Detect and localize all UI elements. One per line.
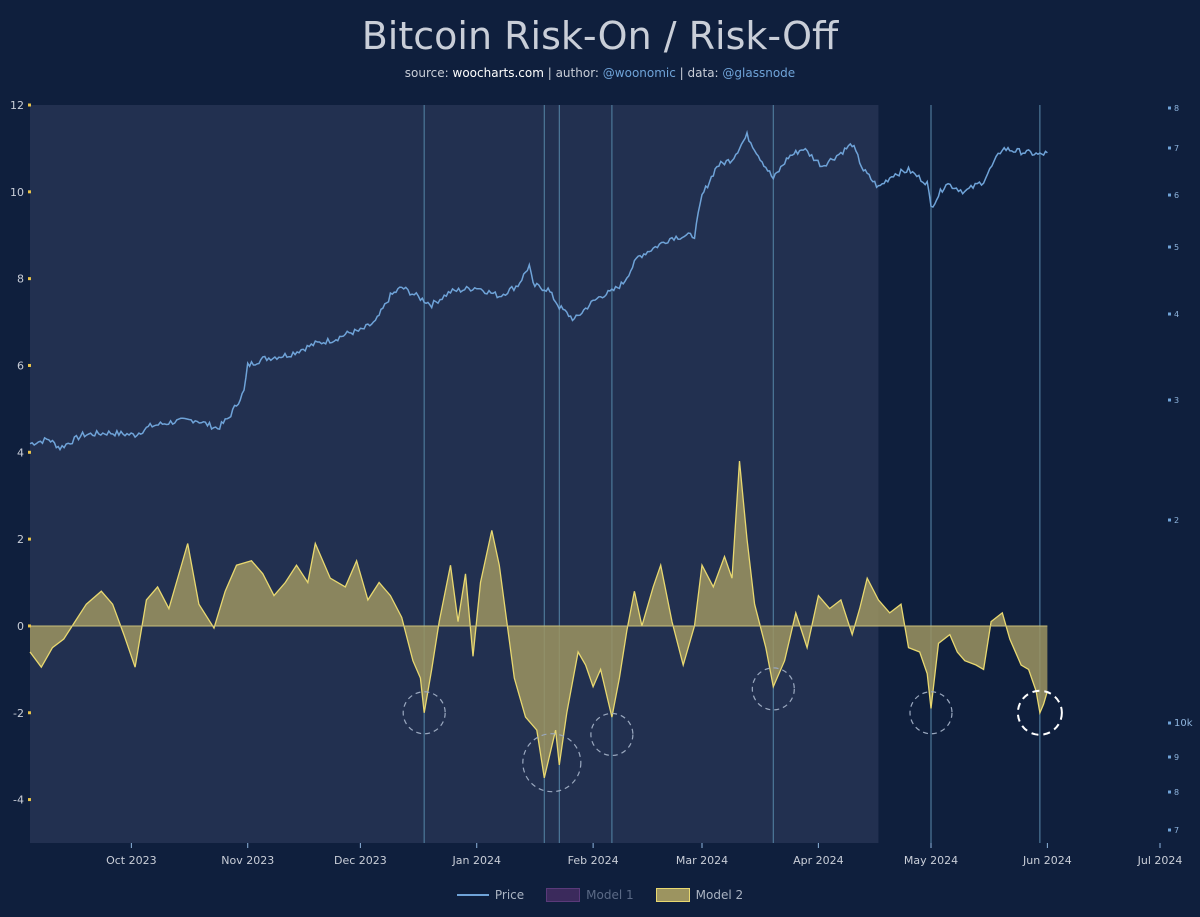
marker-circle [590, 712, 634, 757]
model-2-line [29, 460, 1049, 779]
price-line [29, 129, 1048, 452]
legend-item-model-2[interactable]: Model 2 [655, 888, 744, 902]
y-left-tick-label: -2 [13, 707, 24, 720]
y-left-tick-mark [28, 190, 31, 194]
source-label: source: [404, 66, 453, 80]
model-2-area [30, 461, 1048, 778]
y-right-tick-label: 5 [1174, 243, 1179, 252]
legend-label-model-1: Model 1 [586, 888, 634, 902]
y-right-tick-mark [1168, 398, 1171, 402]
y-right-tick-label: 3 [1174, 396, 1179, 405]
y-right-tick-mark [1168, 721, 1171, 725]
y-left-tick-mark [28, 103, 31, 107]
y-right-tick-mark [1168, 312, 1171, 316]
y-left-tick-label: -4 [13, 794, 24, 807]
data-label: | data: [675, 66, 723, 80]
y-right-tick-mark [1168, 106, 1171, 110]
y-right-tick-label: 8 [1174, 104, 1179, 113]
legend-swatch-model-2 [655, 888, 690, 902]
y-right-tick-label: 2 [1174, 516, 1179, 525]
x-tick-label: Mar 2024 [676, 854, 728, 867]
marker-circle [751, 667, 795, 711]
shaded-region [30, 105, 879, 843]
y-right-tick-label: 10k [1174, 718, 1193, 729]
legend-item-model-1[interactable]: Model 1 [546, 888, 634, 902]
marker-circle [1016, 689, 1063, 736]
x-tick-label: Dec 2023 [334, 854, 387, 867]
data-link[interactable]: @glassnode [722, 66, 796, 80]
y-right-tick-label: 9 [1174, 753, 1179, 762]
y-right-tick-mark [1168, 193, 1171, 197]
marker-circle [522, 733, 582, 793]
legend-swatch-price [456, 894, 489, 896]
y-right-tick-mark [1168, 790, 1171, 794]
x-tick-label: Jan 2024 [452, 854, 501, 867]
marker-circle [909, 691, 953, 735]
legend-item-price[interactable]: Price [456, 888, 525, 902]
y-right-tick-label: 8 [1174, 788, 1179, 797]
legend-swatch-model-1 [546, 888, 581, 902]
y-right-tick-label: 4 [1174, 310, 1179, 319]
author-link[interactable]: @woonomic [602, 66, 676, 80]
x-tick-label: Oct 2023 [106, 854, 157, 867]
y-left-tick-mark [28, 363, 31, 367]
y-right-tick-mark [1168, 828, 1171, 832]
x-tick-label: Nov 2023 [221, 854, 274, 867]
y-left-tick-label: 8 [17, 273, 24, 286]
y-left-tick-mark [28, 537, 31, 541]
y-right-tick-mark [1168, 518, 1171, 522]
y-right-tick-mark [1168, 146, 1171, 150]
y-right-tick-label: 7 [1174, 144, 1179, 153]
y-left-tick-mark [28, 624, 31, 628]
y-left-tick-label: 0 [17, 620, 24, 633]
x-tick-label: Apr 2024 [793, 854, 844, 867]
legend-label-model-2: Model 2 [695, 888, 744, 902]
marker-circle [402, 691, 446, 735]
y-right-tick-mark [1168, 245, 1171, 249]
y-left-tick-label: 6 [17, 359, 24, 372]
y-left-tick-label: 4 [17, 446, 24, 459]
y-left-tick-label: 12 [10, 99, 24, 112]
x-tick-label: Jun 2024 [1022, 854, 1072, 867]
x-tick-label: May 2024 [904, 854, 958, 867]
y-left-tick-mark [28, 450, 31, 454]
y-left-tick-label: 10 [10, 186, 24, 199]
legend: Price Model 1 Model 2 [0, 888, 1200, 902]
chart-subtitle: source: woocharts.com | author: @woonomi… [0, 66, 1200, 80]
y-left-tick-mark [28, 798, 31, 802]
y-right-tick-label: 7 [1174, 826, 1179, 835]
y-left-tick-mark [28, 711, 31, 715]
y-right-tick-label: 6 [1174, 191, 1179, 200]
legend-label-price: Price [494, 888, 525, 902]
x-tick-label: Feb 2024 [568, 854, 619, 867]
author-label: | author: [543, 66, 603, 80]
x-tick-label: Jul 2024 [1137, 854, 1183, 867]
y-left-tick-mark [28, 277, 31, 281]
y-left-tick-label: 2 [17, 533, 24, 546]
y-right-tick-mark [1168, 755, 1171, 759]
chart-title: Bitcoin Risk-On / Risk-Off [361, 14, 839, 58]
source-link[interactable]: woocharts.com [452, 66, 544, 80]
